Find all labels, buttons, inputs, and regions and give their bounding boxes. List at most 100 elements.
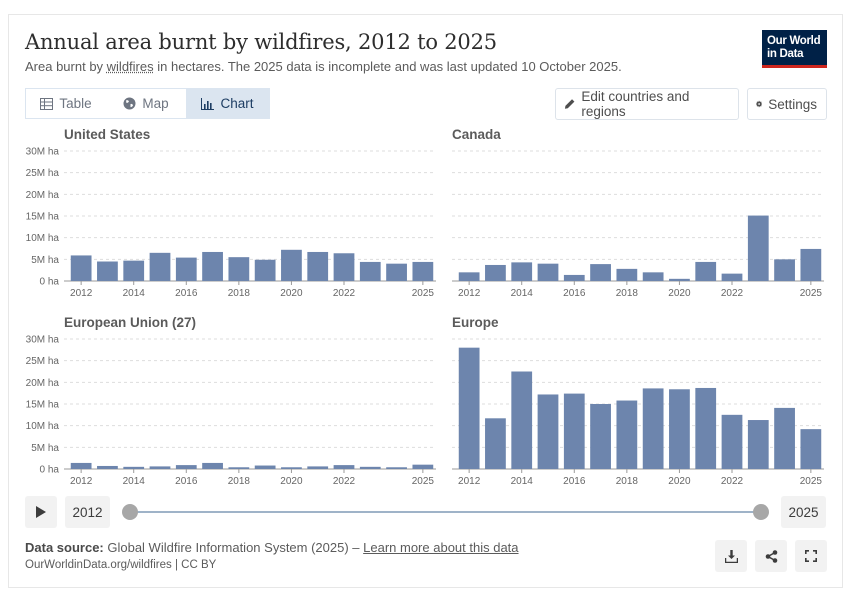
y-tick-label-united-states: 15M ha — [26, 212, 60, 223]
bar-united-states-2018[interactable]: 2018: 5.5M ha — [228, 257, 250, 281]
x-tick-label-european-union-27: 2020 — [280, 476, 303, 487]
learn-more-link[interactable]: Learn more about this data — [363, 540, 519, 555]
bar-european-union-27-2025[interactable]: 2025: 1M ha — [412, 464, 434, 469]
wildfires-definition-link[interactable]: wildfires — [106, 59, 154, 74]
x-tick-label-canada: 2018 — [616, 288, 639, 299]
bar-canada-2018[interactable]: 2018: 2.8M ha — [616, 268, 638, 281]
play-button[interactable] — [25, 496, 57, 528]
bar-europe-2023[interactable]: 2023: 11.3M ha — [747, 420, 769, 469]
y-tick-label-united-states: 5M ha — [31, 255, 59, 266]
bar-europe-2014[interactable]: 2014: 22.5M ha — [511, 371, 533, 470]
bar-europe-2015[interactable]: 2015: 17.2M ha — [537, 394, 559, 469]
bar-canada-2014[interactable]: 2014: 4.3M ha — [511, 262, 533, 281]
x-tick-label-canada: 2016 — [563, 288, 586, 299]
bar-united-states-2012[interactable]: 2012: 5.9M ha — [70, 255, 92, 281]
bar-canada-2012[interactable]: 2012: 2M ha — [458, 272, 480, 281]
bar-canada-2013[interactable]: 2013: 3.7M ha — [485, 264, 506, 281]
bar-canada-2019[interactable]: 2019: 2M ha — [642, 272, 664, 281]
tab-table-label: Table — [59, 96, 92, 111]
bar-canada-2024[interactable]: 2024: 5M ha — [774, 259, 795, 281]
bar-europe-2013[interactable]: 2013: 11.7M ha — [485, 418, 506, 469]
bar-european-union-27-2022[interactable]: 2022: 0.9M ha — [333, 465, 355, 469]
timeline-track[interactable] — [130, 511, 762, 513]
x-tick-label-canada: 2012 — [458, 288, 481, 299]
bar-european-union-27-2017[interactable]: 2017: 1.4M ha — [202, 462, 223, 469]
panel-title-canada: Canada — [452, 127, 501, 142]
bar-united-states-2020[interactable]: 2020: 7.2M ha — [281, 249, 302, 281]
bar-european-union-27-2020[interactable]: 2020: 0.4M ha — [281, 467, 302, 469]
bar-canada-2025[interactable]: 2025: 7.4M ha — [800, 248, 822, 281]
bar-europe-2024[interactable]: 2024: 14.1M ha — [774, 407, 795, 469]
bar-canada-2016[interactable]: 2016: 1.4M ha — [563, 274, 585, 281]
x-tick-label-canada: 2020 — [668, 288, 691, 299]
bar-canada-2017[interactable]: 2017: 3.9M ha — [590, 264, 611, 281]
edit-countries-button[interactable]: Edit countries and regions — [555, 88, 739, 120]
bar-europe-2025[interactable]: 2025: 9.2M ha — [800, 429, 822, 469]
bar-europe-2020[interactable]: 2020: 18.4M ha — [669, 389, 690, 469]
y-tick-label-united-states: 30M ha — [26, 147, 60, 158]
chart-icon — [201, 97, 215, 110]
bar-canada-2015[interactable]: 2015: 4M ha — [537, 263, 559, 281]
gear-icon — [756, 100, 763, 108]
x-tick-label-united-states: 2014 — [123, 288, 146, 299]
bar-europe-2019[interactable]: 2019: 18.6M ha — [642, 388, 664, 469]
x-tick-label-united-states: 2018 — [228, 288, 251, 299]
x-tick-label-united-states: 2012 — [70, 288, 93, 299]
bar-european-union-27-2021[interactable]: 2021: 0.6M ha — [307, 466, 329, 469]
bar-europe-2016[interactable]: 2016: 17.4M ha — [563, 393, 585, 469]
fullscreen-button[interactable] — [795, 540, 827, 572]
owid-logo[interactable]: Our World in Data — [762, 30, 827, 68]
bar-european-union-27-2024[interactable]: 2024: 0.4M ha — [386, 467, 407, 469]
settings-button[interactable]: Settings — [747, 88, 827, 120]
bar-europe-2017[interactable]: 2017: 15M ha — [590, 404, 611, 469]
bar-europe-2022[interactable]: 2022: 12.5M ha — [721, 414, 743, 469]
y-tick-label-united-states: 0 ha — [40, 277, 60, 288]
bar-united-states-2015[interactable]: 2015: 6.5M ha — [149, 252, 171, 281]
bar-european-union-27-2019[interactable]: 2019: 0.8M ha — [254, 465, 276, 469]
settings-label: Settings — [768, 96, 817, 112]
timeline-end-year[interactable]: 2025 — [781, 496, 826, 528]
bar-canada-2023[interactable]: 2023: 15.1M ha — [747, 215, 769, 281]
bar-united-states-2017[interactable]: 2017: 6.7M ha — [202, 251, 223, 281]
bar-canada-2022[interactable]: 2022: 1.7M ha — [721, 273, 743, 281]
bar-united-states-2024[interactable]: 2024: 4M ha — [386, 263, 407, 281]
data-source-label: Data source: — [25, 540, 104, 555]
bar-european-union-27-2015[interactable]: 2015: 0.6M ha — [149, 466, 171, 469]
bar-united-states-2022[interactable]: 2022: 6.4M ha — [333, 253, 355, 281]
bar-united-states-2014[interactable]: 2014: 4.7M ha — [123, 260, 145, 281]
bar-united-states-2023[interactable]: 2023: 4.4M ha — [359, 261, 381, 281]
bar-united-states-2016[interactable]: 2016: 5.4M ha — [175, 257, 197, 281]
panel-title-united-states: United States — [64, 127, 150, 142]
bar-europe-2018[interactable]: 2018: 15.8M ha — [616, 400, 638, 469]
timeline-start-handle[interactable] — [122, 504, 138, 520]
timeline-start-year[interactable]: 2012 — [65, 496, 110, 528]
bar-canada-2021[interactable]: 2021: 4.4M ha — [695, 261, 717, 281]
bar-united-states-2013[interactable]: 2013: 4.5M ha — [97, 261, 118, 282]
share-button[interactable] — [755, 540, 787, 572]
tab-chart-label: Chart — [220, 96, 254, 111]
bar-united-states-2019[interactable]: 2019: 4.9M ha — [254, 259, 276, 281]
tab-table[interactable]: Table — [26, 89, 106, 118]
bar-european-union-27-2014[interactable]: 2014: 0.5M ha — [123, 466, 145, 469]
download-icon — [724, 549, 738, 563]
bar-europe-2012[interactable]: 2012: 28M ha — [458, 347, 480, 469]
bar-european-union-27-2012[interactable]: 2012: 1.4M ha — [70, 462, 92, 469]
bar-european-union-27-2016[interactable]: 2016: 0.9M ha — [175, 465, 197, 469]
y-tick-label-european-union-27: 25M ha — [26, 356, 60, 367]
bar-united-states-2025[interactable]: 2025: 4.4M ha — [412, 261, 434, 281]
x-tick-label-europe: 2018 — [616, 476, 639, 487]
bar-canada-2020[interactable]: 2020: 0.5M ha — [669, 278, 690, 281]
logo-line-2: in Data — [767, 48, 804, 60]
tab-map[interactable]: Map — [106, 89, 186, 118]
tab-map-label: Map — [142, 96, 169, 111]
bar-european-union-27-2018[interactable]: 2018: 0.4M ha — [228, 467, 250, 469]
download-button[interactable] — [715, 540, 747, 572]
bar-european-union-27-2013[interactable]: 2013: 0.7M ha — [97, 465, 118, 469]
timeline-end-handle[interactable] — [753, 504, 769, 520]
tab-chart[interactable]: Chart — [186, 89, 269, 118]
bar-europe-2021[interactable]: 2021: 18.7M ha — [695, 387, 717, 469]
play-icon — [36, 506, 46, 518]
bar-european-union-27-2023[interactable]: 2023: 0.5M ha — [359, 466, 381, 469]
bar-united-states-2021[interactable]: 2021: 6.7M ha — [307, 251, 329, 281]
